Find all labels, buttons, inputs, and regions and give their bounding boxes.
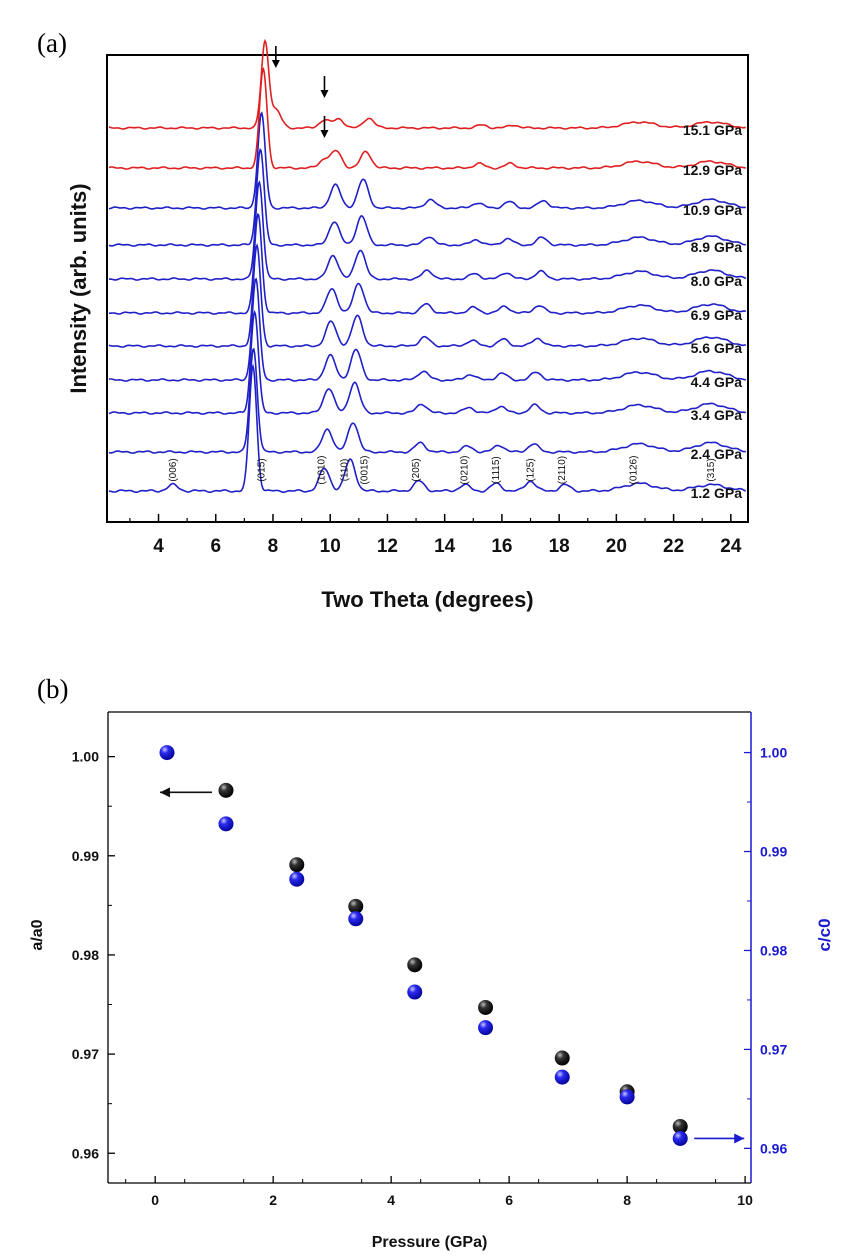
y-left-axis-title: a/a0 <box>29 919 46 950</box>
a-data-point <box>478 999 494 1015</box>
pressure-label: 15.1 GPa <box>683 122 742 138</box>
pressure-label: 3.4 GPa <box>691 407 743 423</box>
panel-a-label: (a) <box>37 28 67 58</box>
x-tick-label: 4 <box>153 536 164 557</box>
x-tick-label: 12 <box>377 536 398 557</box>
c-data-point <box>218 816 234 832</box>
c-data-point <box>407 984 423 1000</box>
a-data-point <box>672 1118 688 1134</box>
pressure-label: 10.9 GPa <box>683 202 742 218</box>
y-right-tick-label: 1.00 <box>760 745 787 761</box>
a-data-point <box>289 857 305 873</box>
hkl-label: (006) <box>168 458 179 481</box>
a-data-point <box>407 957 423 973</box>
x-tick-label: 22 <box>663 536 684 557</box>
c-data-point <box>478 1020 494 1036</box>
c-data-point <box>554 1069 570 1085</box>
c-data-point <box>348 911 364 927</box>
a-axis-arrow-head <box>159 787 170 798</box>
lattice-chart: 0 2 4 6 8 10 0.96 0.97 0.98 0.99 1.00 0.96 0.97 0.98 0… <box>29 711 834 1251</box>
xrd-chart: 1.2 GPa 2.4 GPa 3.4 GPa 4.4 GPa 5.6 GPa 6.9 G… <box>66 38 749 612</box>
x-tick-label: 24 <box>720 536 742 557</box>
pressure-label: 5.6 GPa <box>691 340 743 356</box>
x-tick-label: 20 <box>606 536 627 557</box>
y-right-axis-title: c/c0 <box>815 918 834 951</box>
xrd-curve <box>108 38 746 130</box>
x-tick-label: 16 <box>491 536 512 557</box>
panel-b-label: (b) <box>37 674 68 704</box>
y-right-tick-label: 0.96 <box>760 1140 787 1156</box>
hkl-label: (1010) <box>317 456 328 485</box>
c-data-point <box>289 871 305 887</box>
x-axis-title: Two Theta (degrees) <box>321 587 533 612</box>
arrow-head <box>320 90 329 98</box>
pressure-label: 6.9 GPa <box>691 307 743 323</box>
hkl-label: (1115) <box>491 456 502 483</box>
plot-frame <box>106 54 749 523</box>
pressure-label: 1.2 GPa <box>691 485 743 501</box>
y-right-tick-label: 0.98 <box>760 942 787 958</box>
a-data-point <box>348 898 364 914</box>
xrd-curve <box>108 347 746 454</box>
x-tick-label: 2 <box>269 1192 277 1208</box>
xrd-curve <box>108 147 746 247</box>
hkl-label: (315) <box>706 458 717 481</box>
arrow-head <box>271 60 280 68</box>
xrd-curve <box>109 213 746 315</box>
y-right-tick-label: 0.97 <box>760 1041 787 1057</box>
hkl-label: (0210) <box>460 456 471 485</box>
y-left-tick-label: 0.97 <box>72 1046 99 1062</box>
xrd-curve <box>108 67 746 170</box>
xrd-curve <box>108 309 746 415</box>
pressure-label: 12.9 GPa <box>683 162 742 178</box>
hkl-label: (2110) <box>557 456 568 484</box>
pressure-label: 8.0 GPa <box>691 273 743 289</box>
y-left-tick-label: 0.98 <box>72 947 99 963</box>
x-tick-label: 6 <box>210 536 221 557</box>
x-axis-title: Pressure (GPa) <box>372 1234 488 1251</box>
y-left-tick-label: 1.00 <box>72 749 99 765</box>
c-data-point <box>159 745 175 761</box>
xrd-curve <box>109 180 747 281</box>
x-tick-label: 0 <box>151 1192 159 1208</box>
xrd-curve <box>108 243 747 348</box>
hkl-label: (125) <box>526 458 537 481</box>
x-tick-label: 8 <box>268 536 279 557</box>
a-data-point <box>218 782 234 798</box>
x-tick-label: 14 <box>434 536 456 557</box>
c-axis-arrow-head <box>734 1133 745 1144</box>
hkl-label: (0126) <box>629 456 640 485</box>
y-axis-title: Intensity (arb. units) <box>66 183 91 393</box>
x-tick-label: 10 <box>320 536 341 557</box>
xrd-curve <box>108 111 746 210</box>
x-tick-label: 18 <box>549 536 570 557</box>
pressure-label: 2.4 GPa <box>691 446 743 462</box>
hkl-label: (0015) <box>360 456 371 485</box>
x-tick-label: 8 <box>623 1192 631 1208</box>
a-data-point <box>554 1050 570 1066</box>
x-tick-label: 10 <box>737 1192 753 1208</box>
hkl-label: (110) <box>340 459 351 482</box>
hkl-label: (205) <box>411 458 422 481</box>
x-tick-label: 4 <box>387 1192 395 1208</box>
c-data-point <box>672 1130 688 1146</box>
xrd-curve <box>108 278 746 382</box>
hkl-label: (015) <box>257 458 268 481</box>
c-data-point <box>619 1089 635 1105</box>
pressure-label: 8.9 GPa <box>691 239 743 255</box>
y-left-tick-label: 0.99 <box>72 848 99 864</box>
arrow-head <box>320 130 329 138</box>
xrd-curve <box>108 363 746 493</box>
x-tick-label: 6 <box>505 1192 513 1208</box>
y-left-tick-label: 0.96 <box>72 1145 99 1161</box>
pressure-label: 4.4 GPa <box>691 374 743 390</box>
y-right-tick-label: 0.99 <box>760 844 787 860</box>
